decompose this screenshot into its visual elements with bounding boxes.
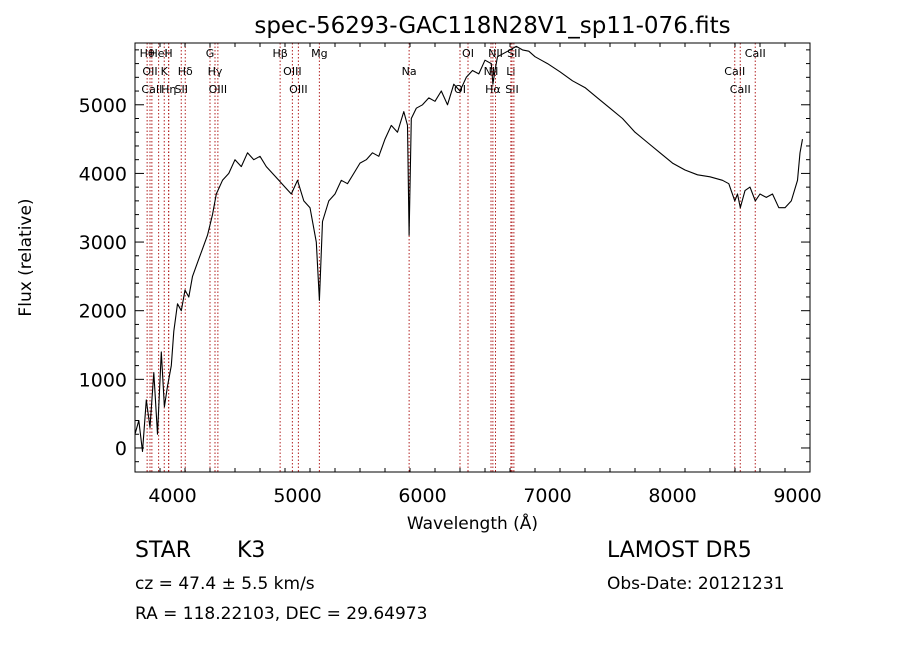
object-subclass: K3 bbox=[237, 538, 266, 563]
survey-label: LAMOST DR5 bbox=[607, 538, 752, 563]
plot-frame bbox=[134, 42, 811, 473]
x-tick-label: 6000 bbox=[398, 485, 446, 507]
spectral-line-label: OIII bbox=[209, 83, 227, 96]
x-tick-label: 5000 bbox=[273, 485, 321, 507]
spectral-line-label: OI bbox=[454, 83, 466, 96]
spectral-line-label: SII bbox=[175, 83, 188, 96]
redshift-cz: cz = 47.4 ± 5.5 km/s bbox=[135, 574, 315, 594]
spectrum-line bbox=[134, 45, 804, 452]
spectral-line-label: CaII bbox=[724, 65, 745, 78]
spectral-line-label: Mg bbox=[311, 47, 327, 60]
spectral-line-label: Hγ bbox=[208, 65, 223, 78]
x-tick-label: 7000 bbox=[523, 485, 571, 507]
spectral-line-label: OI bbox=[462, 47, 474, 60]
spectral-line-label: Hδ bbox=[178, 65, 193, 78]
spectral-line-label: Hβ bbox=[272, 47, 287, 60]
spectral-line-label: OIII bbox=[283, 65, 301, 78]
y-tick-label: 4000 bbox=[79, 163, 127, 185]
spectral-line-label: H bbox=[164, 47, 172, 60]
spectral-line-label: HeI bbox=[149, 47, 167, 60]
spectral-line-label: G bbox=[206, 47, 215, 60]
obs-date: Obs-Date: 20121231 bbox=[607, 574, 785, 594]
spectral-line-label: Hθ bbox=[140, 47, 155, 60]
spectral-line-label: CaII bbox=[745, 47, 766, 60]
spectral-line-label: SII bbox=[507, 47, 520, 60]
y-tick-label: 3000 bbox=[79, 232, 127, 254]
spectral-line-label: Li bbox=[506, 65, 515, 78]
y-tick-label: 2000 bbox=[79, 301, 127, 323]
x-tick-label: 8000 bbox=[648, 485, 696, 507]
spectral-line-label: SII bbox=[505, 83, 518, 96]
spectral-line-label: NII bbox=[488, 47, 503, 60]
y-tick-label: 1000 bbox=[79, 369, 127, 391]
y-axis-label: Flux (relative) bbox=[16, 198, 36, 316]
y-tick-label: 0 bbox=[115, 438, 127, 460]
spectral-line-label: K bbox=[161, 65, 169, 78]
x-tick-label: 4000 bbox=[148, 485, 196, 507]
ra-dec: RA = 118.22103, DEC = 29.64973 bbox=[135, 604, 428, 624]
y-tick-label: 5000 bbox=[79, 95, 127, 117]
x-axis-label: Wavelength (Å) bbox=[407, 512, 538, 534]
object-class: STAR bbox=[135, 538, 192, 563]
spectral-line-label: OIII bbox=[289, 83, 307, 96]
spectral-line-label: CaII bbox=[730, 83, 751, 96]
spectral-line-label: CaII bbox=[141, 83, 162, 96]
chart-title: spec-56293-GAC118N28V1_sp11-076.fits bbox=[254, 13, 730, 39]
spectral-line-label: OII bbox=[142, 65, 157, 78]
x-tick-label: 9000 bbox=[773, 485, 821, 507]
spectral-line-label: Na bbox=[402, 65, 417, 78]
spectral-line-label: Hα bbox=[485, 83, 501, 96]
